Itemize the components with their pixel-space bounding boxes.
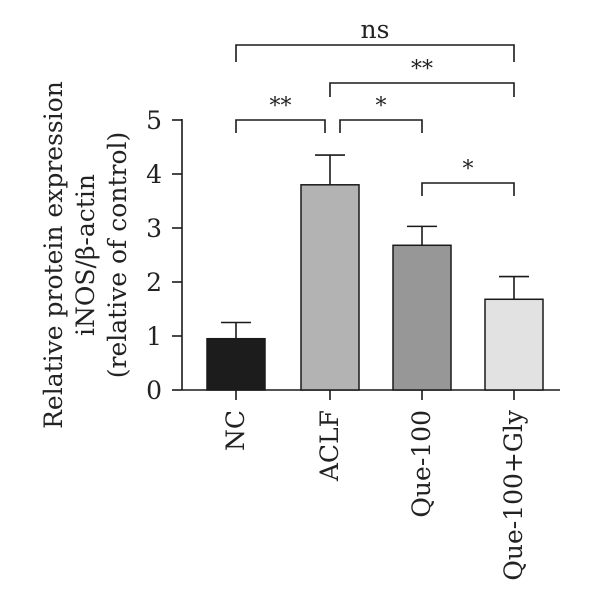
significance-label: * — [463, 157, 474, 182]
y-tick-label: 5 — [146, 106, 162, 135]
y-axis-label: Relative protein expression iNOS/β-actin(… — [39, 81, 132, 429]
y-axis-label-line: (relative of control) — [103, 132, 132, 379]
x-tick-label: ACLF — [315, 410, 344, 482]
significance-label: ** — [270, 94, 292, 119]
bar — [484, 298, 544, 391]
significance-label: ** — [411, 57, 433, 82]
y-tick-label: 4 — [146, 160, 162, 189]
y-tick-label: 1 — [146, 322, 162, 351]
x-tick-label: Que-100+Gly — [499, 409, 528, 580]
significance-bracket — [329, 82, 515, 97]
significance-brackets: ns**** ** — [235, 15, 515, 196]
significance-label: * — [376, 94, 387, 119]
error-bars — [221, 154, 529, 339]
significance-bracket — [421, 182, 515, 196]
bar — [300, 184, 360, 391]
significance-bracket — [235, 44, 515, 62]
x-tick-label: NC — [221, 410, 250, 451]
y-tick-label: 3 — [146, 214, 162, 243]
y-tick-label: 2 — [146, 268, 162, 297]
significance-label: ns — [361, 15, 390, 44]
significance-bracket — [235, 119, 326, 133]
y-tick-label: 0 — [146, 376, 162, 405]
x-tick-labels: NC ACLF Que-100 Que-100+Gly — [221, 409, 528, 580]
bar — [206, 337, 266, 391]
y-axis-label-line: Relative protein expression — [39, 81, 68, 429]
y-axis-label-line: iNOS/β-actin — [71, 174, 100, 336]
significance-bracket — [339, 119, 423, 133]
x-tick-label: Que-100 — [407, 410, 436, 518]
bar — [392, 244, 452, 391]
bars — [206, 184, 544, 391]
